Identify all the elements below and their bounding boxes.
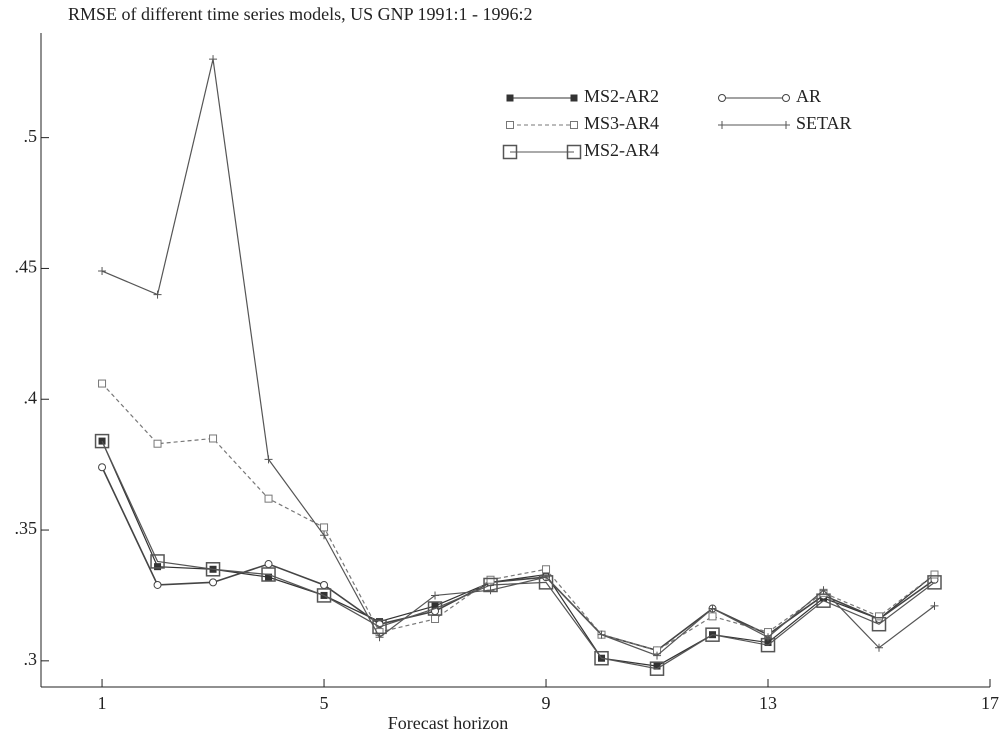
series-line: [101, 383, 935, 652]
marker: [153, 290, 162, 299]
x-axis-label: Forecast horizon: [388, 713, 508, 733]
legend-label: MS3-AR4: [584, 113, 659, 133]
marker: [819, 586, 828, 595]
legend-label: MS2-AR2: [584, 86, 659, 106]
y-tick-label: .4: [24, 387, 38, 407]
marker: [782, 121, 790, 129]
marker: [705, 627, 720, 642]
marker: [502, 144, 518, 160]
marker: [486, 586, 495, 595]
marker: [153, 580, 162, 589]
legend-label: AR: [796, 86, 821, 106]
marker: [649, 661, 665, 676]
x-tick-label: 1: [98, 693, 107, 713]
marker: [264, 560, 273, 569]
marker: [320, 531, 329, 540]
marker: [927, 575, 942, 590]
y-tick-label: .35: [15, 518, 38, 538]
marker: [930, 570, 939, 579]
marker: [718, 94, 726, 102]
marker: [320, 580, 329, 589]
marker: [538, 575, 554, 590]
marker: [320, 523, 329, 532]
marker: [375, 633, 384, 642]
marker: [871, 616, 887, 632]
marker: [150, 554, 165, 569]
marker: [930, 601, 939, 610]
marker: [653, 662, 661, 670]
marker: [597, 630, 606, 639]
marker: [782, 94, 790, 102]
marker: [764, 633, 773, 642]
marker: [94, 433, 110, 449]
y-tick-label: .5: [24, 126, 38, 146]
legend-label: SETAR: [796, 113, 852, 133]
marker: [542, 573, 551, 582]
marker: [764, 639, 772, 647]
y-tick-label: .45: [15, 257, 38, 277]
marker: [427, 601, 443, 616]
x-tick-label: 5: [320, 693, 329, 713]
marker: [653, 651, 662, 660]
y-tick-label: .3: [24, 649, 38, 669]
marker: [570, 121, 578, 129]
series-line: [101, 59, 935, 657]
marker: [209, 578, 218, 587]
marker: [506, 121, 514, 129]
marker: [483, 577, 498, 593]
marker: [708, 612, 717, 621]
marker: [431, 591, 440, 600]
marker: [760, 637, 776, 653]
legend-label: MS2-AR4: [584, 140, 659, 160]
marker: [153, 439, 162, 448]
marker: [209, 55, 218, 64]
marker: [98, 379, 107, 388]
marker: [98, 267, 107, 276]
marker: [316, 588, 332, 603]
marker: [708, 604, 717, 613]
marker: [431, 614, 440, 623]
marker: [98, 463, 107, 472]
x-tick-label: 17: [981, 693, 999, 713]
marker: [264, 494, 273, 503]
marker: [205, 562, 221, 577]
marker: [594, 650, 609, 666]
series-line: [101, 466, 935, 652]
marker: [875, 612, 884, 621]
marker: [372, 619, 387, 635]
marker: [542, 565, 551, 574]
marker: [566, 144, 582, 160]
marker: [264, 455, 273, 464]
marker: [209, 434, 218, 443]
marker: [506, 94, 514, 102]
series-line: [101, 440, 935, 670]
marker: [265, 573, 273, 581]
marker: [718, 121, 726, 129]
marker: [154, 563, 162, 571]
x-tick-label: 9: [542, 693, 551, 713]
marker: [261, 567, 276, 582]
marker: [875, 643, 884, 652]
marker: [570, 94, 578, 102]
chart-title: RMSE of different time series models, US…: [68, 4, 532, 24]
marker: [486, 575, 495, 584]
x-tick-label: 13: [759, 693, 777, 713]
marker: [816, 593, 831, 608]
series-line: [101, 440, 935, 667]
marker: [431, 602, 439, 610]
